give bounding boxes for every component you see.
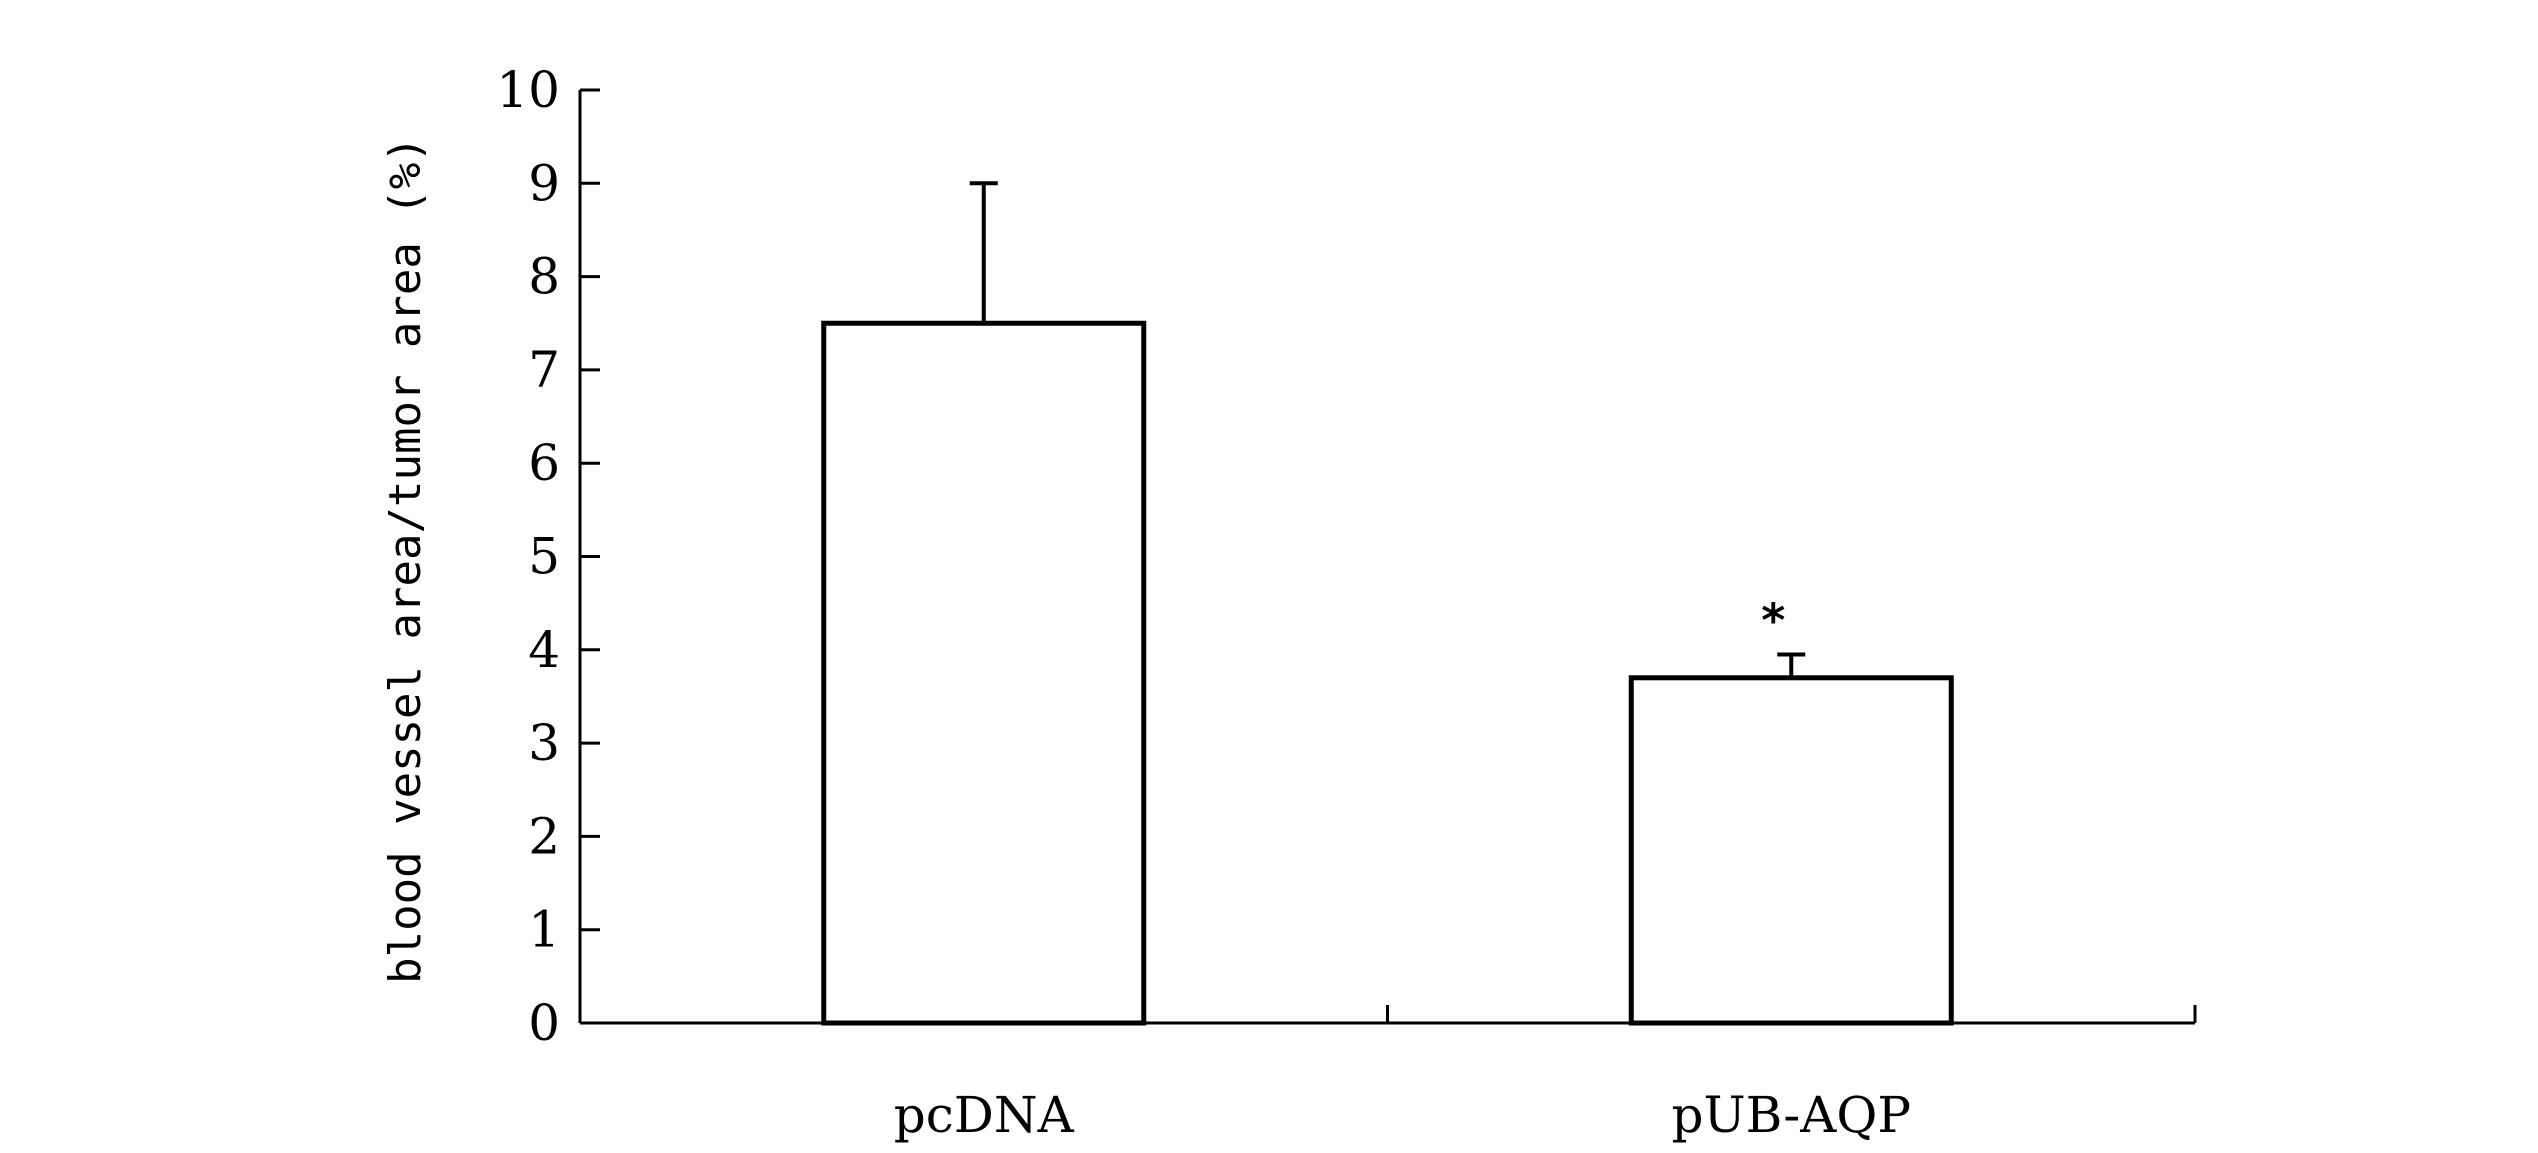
y-axis-label: blood vessel area/tumor area (%)	[380, 136, 431, 984]
annotations: *	[1761, 593, 1785, 647]
category-label: pUB-AQP	[1672, 1086, 1911, 1144]
y-tick-label: 2	[528, 807, 560, 865]
error-bars	[969, 181, 1806, 678]
y-tick-label: 8	[528, 248, 560, 306]
y-tick-label: 10	[496, 61, 560, 119]
y-tick-label: 1	[528, 901, 560, 959]
y-tick-label: 5	[528, 528, 560, 586]
bar	[1628, 675, 1954, 1026]
y-tick-label: 9	[528, 154, 560, 212]
y-tick-label: 4	[528, 621, 560, 679]
bars	[821, 320, 1954, 1026]
y-tick-label: 7	[528, 341, 560, 399]
y-tick-label: 6	[528, 434, 560, 492]
y-tick-label: 0	[528, 994, 560, 1052]
y-axis-ticks: 0 1 2 3 4 5 6 7 8 9 10	[496, 61, 600, 1052]
category-label: pcDNA	[894, 1086, 1075, 1144]
y-tick-label: 3	[528, 714, 560, 772]
bar	[821, 320, 1147, 1026]
significance-marker: *	[1761, 593, 1785, 647]
category-labels: pcDNA pUB-AQP	[894, 1005, 2197, 1144]
